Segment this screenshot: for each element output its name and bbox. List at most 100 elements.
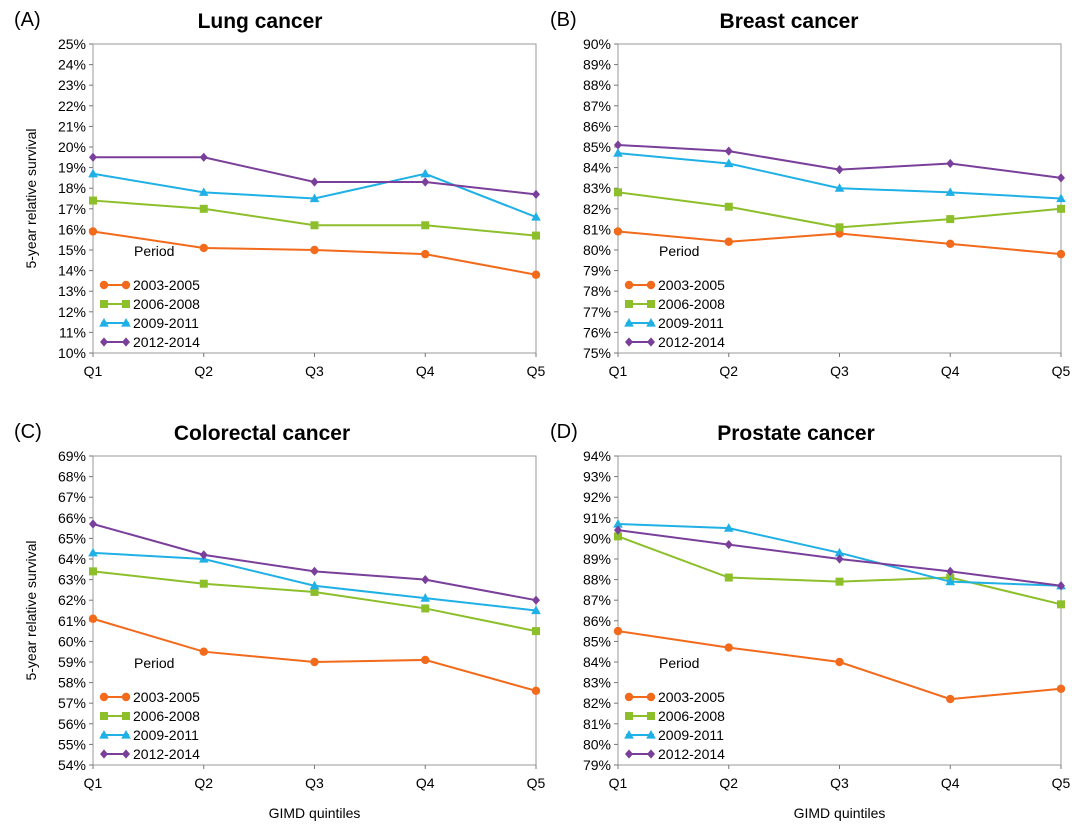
series-line (617, 535, 1062, 606)
y-tick-label: 18% (58, 180, 86, 196)
y-tick-label: 82% (583, 201, 611, 217)
y-tick-label: 90% (583, 36, 611, 52)
series-2009-2011 (88, 547, 541, 615)
series-2003-2005 (88, 614, 541, 696)
legend-title: Period (134, 655, 174, 671)
legend-swatch-marker (100, 300, 108, 308)
legend-swatch-marker (121, 692, 131, 702)
y-tick-label: 85% (583, 633, 611, 649)
x-tick-label: Q5 (1052, 363, 1071, 379)
legend-swatch-marker (122, 749, 130, 759)
y-tick-label: 61% (58, 613, 86, 629)
legend-entry: 2009-2011 (658, 315, 724, 331)
legend-swatch-marker (646, 692, 656, 702)
y-tick-label: 69% (58, 448, 86, 464)
data-point (199, 550, 208, 560)
data-point (199, 647, 208, 656)
x-tick-label: Q1 (609, 775, 628, 791)
legend-swatch-marker (646, 730, 656, 739)
data-point (946, 215, 955, 224)
legend-swatch-marker (624, 318, 634, 327)
legend-swatch-marker (121, 280, 131, 290)
data-point (835, 577, 844, 586)
y-tick-label: 25% (58, 36, 86, 52)
legend-swatch-marker (121, 730, 131, 739)
legend-entry: 2012-2014 (658, 334, 725, 350)
y-tick-label: 82% (583, 695, 611, 711)
legend-swatch-marker (647, 300, 655, 308)
legend-entry: 2012-2014 (658, 746, 725, 762)
data-point (1057, 600, 1065, 609)
data-point (1056, 684, 1066, 693)
y-tick-label: 83% (583, 675, 611, 691)
y-tick-label: 80% (583, 242, 611, 258)
data-point (1057, 173, 1065, 183)
data-point (532, 231, 540, 240)
y-tick-label: 75% (583, 345, 611, 361)
data-point (309, 580, 320, 590)
y-axis-label: 5-year relative survival (23, 540, 39, 680)
series-2012-2014 (89, 152, 540, 199)
x-tick-label: Q5 (1052, 775, 1071, 791)
x-tick-label: Q2 (194, 363, 213, 379)
legend-entry: 2009-2011 (133, 727, 199, 743)
y-tick-label: 81% (583, 221, 611, 237)
data-point (613, 626, 623, 636)
data-point (310, 657, 319, 667)
x-tick-label: Q5 (527, 775, 546, 791)
series-2003-2005 (613, 227, 1066, 259)
legend-swatch-marker (625, 749, 633, 759)
y-tick-label: 68% (58, 469, 86, 485)
data-point (88, 227, 98, 236)
data-point (199, 579, 208, 588)
x-axis-label: GIMD quintiles (794, 805, 886, 821)
legend-entry: 2003-2005 (133, 277, 200, 293)
y-tick-label: 56% (58, 716, 86, 732)
data-point (309, 193, 320, 203)
data-point (1056, 193, 1066, 203)
data-point (89, 519, 97, 529)
y-tick-label: 80% (583, 736, 611, 752)
panel-label: (A) (14, 9, 41, 31)
series-2006-2008 (614, 532, 1065, 609)
y-tick-label: 54% (58, 757, 86, 773)
chart-title: Prostate cancer (717, 422, 875, 445)
legend-title: Period (659, 655, 699, 671)
legend-swatch-marker (122, 712, 130, 720)
series-2012-2014 (614, 140, 1065, 183)
y-tick-label: 79% (583, 263, 611, 279)
x-tick-label: Q4 (941, 363, 960, 379)
y-tick-label: 19% (58, 160, 86, 176)
y-tick-label: 17% (58, 201, 86, 217)
data-point (421, 655, 430, 665)
series-2012-2014 (89, 519, 540, 605)
data-point (724, 643, 733, 652)
data-point (946, 566, 955, 576)
y-tick-label: 10% (58, 345, 86, 361)
y-tick-label: 62% (58, 592, 86, 608)
x-tick-label: Q1 (84, 363, 103, 379)
legend: Period 2003-2005 2006-2008 2009-2011 2012-20… (99, 655, 200, 762)
data-point (531, 605, 541, 615)
data-point (835, 657, 844, 667)
y-tick-label: 90% (583, 530, 611, 546)
x-tick-label: Q3 (830, 775, 849, 791)
data-point (724, 573, 733, 582)
legend-entry: 2003-2005 (658, 277, 725, 293)
y-tick-label: 84% (583, 160, 611, 176)
y-tick-label: 67% (58, 489, 86, 505)
data-point (310, 221, 319, 230)
y-tick-label: 83% (583, 180, 611, 196)
legend-swatch-marker (646, 318, 656, 327)
y-tick-label: 64% (58, 551, 86, 567)
data-point (1057, 581, 1065, 591)
y-tick-label: 57% (58, 695, 86, 711)
data-point (1057, 204, 1065, 213)
y-tick-label: 77% (583, 304, 611, 320)
x-tick-label: Q3 (305, 775, 324, 791)
legend-title: Period (659, 243, 699, 259)
y-tick-label: 81% (583, 716, 611, 732)
chart-title: Colorectal cancer (174, 422, 350, 445)
y-tick-label: 22% (58, 98, 86, 114)
